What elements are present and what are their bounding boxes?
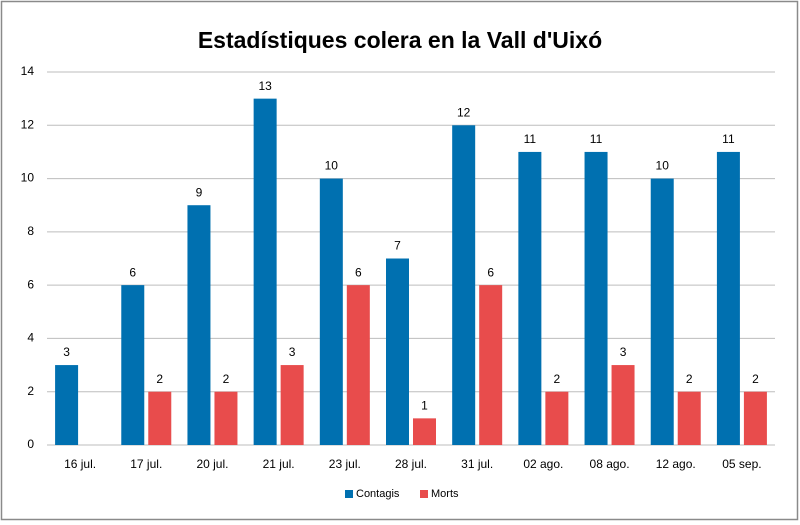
value-label: 3 — [620, 345, 627, 359]
value-label: 9 — [196, 185, 203, 199]
x-tick-label: 20 jul. — [196, 457, 228, 471]
bar — [716, 151, 740, 445]
value-label: 2 — [752, 372, 759, 386]
bar — [386, 258, 409, 445]
y-tick-label: 8 — [27, 224, 34, 238]
bar — [253, 98, 277, 446]
value-label: 7 — [394, 239, 401, 253]
value-label: 2 — [554, 372, 561, 386]
value-label: 6 — [355, 265, 362, 279]
value-label: 1 — [421, 399, 428, 413]
value-label: 12 — [457, 105, 471, 119]
bar — [545, 391, 569, 445]
y-tick-label: 12 — [21, 117, 35, 131]
bar — [452, 125, 476, 446]
legend-label: Morts — [431, 488, 459, 500]
value-label: 2 — [223, 372, 230, 386]
bar — [743, 391, 767, 445]
bar — [346, 285, 370, 445]
value-label: 11 — [524, 132, 537, 146]
value-label: 13 — [258, 79, 272, 93]
legend-swatch — [345, 490, 353, 498]
x-tick-label: 17 jul. — [130, 457, 162, 471]
chart-title: Estadístiques colera en la Vall d'Uixó — [198, 27, 602, 53]
x-tick-label: 12 ago. — [656, 457, 696, 471]
y-tick-label: 4 — [27, 331, 34, 345]
value-label: 2 — [156, 372, 163, 386]
y-tick-label: 14 — [21, 64, 35, 78]
x-tick-label: 16 jul. — [64, 457, 96, 471]
bar — [280, 365, 304, 445]
x-tick-label: 02 ago. — [523, 457, 563, 471]
x-tick-label: 28 jul. — [395, 457, 427, 471]
y-tick-label: 0 — [27, 437, 34, 451]
x-tick-label: 31 jul. — [461, 457, 493, 471]
value-label: 2 — [686, 372, 693, 386]
bar — [677, 391, 701, 445]
value-label: 10 — [656, 159, 670, 173]
value-label: 11 — [590, 132, 603, 146]
bar — [319, 178, 343, 446]
value-label: 6 — [487, 265, 494, 279]
y-tick-label: 2 — [27, 384, 34, 398]
bar — [611, 365, 635, 445]
value-label: 11 — [722, 132, 735, 146]
bar — [518, 151, 542, 445]
bar — [214, 391, 238, 445]
bar — [55, 365, 79, 445]
legend-swatch — [420, 490, 428, 498]
y-tick-label: 6 — [27, 277, 34, 291]
value-label: 3 — [63, 345, 70, 359]
x-tick-label: 08 ago. — [590, 457, 630, 471]
value-label: 10 — [325, 159, 339, 173]
bar — [584, 151, 608, 445]
bar — [187, 205, 211, 445]
legend-label: Contagis — [356, 488, 400, 500]
x-tick-label: 21 jul. — [263, 457, 295, 471]
bar — [479, 285, 503, 445]
bar — [121, 285, 145, 445]
value-label: 3 — [289, 345, 296, 359]
x-tick-label: 05 sep. — [722, 457, 761, 471]
value-label: 6 — [129, 265, 136, 279]
bar — [650, 178, 674, 446]
x-tick-label: 23 jul. — [329, 457, 361, 471]
bar — [148, 391, 172, 445]
bar — [413, 418, 436, 445]
y-tick-label: 10 — [21, 171, 35, 185]
